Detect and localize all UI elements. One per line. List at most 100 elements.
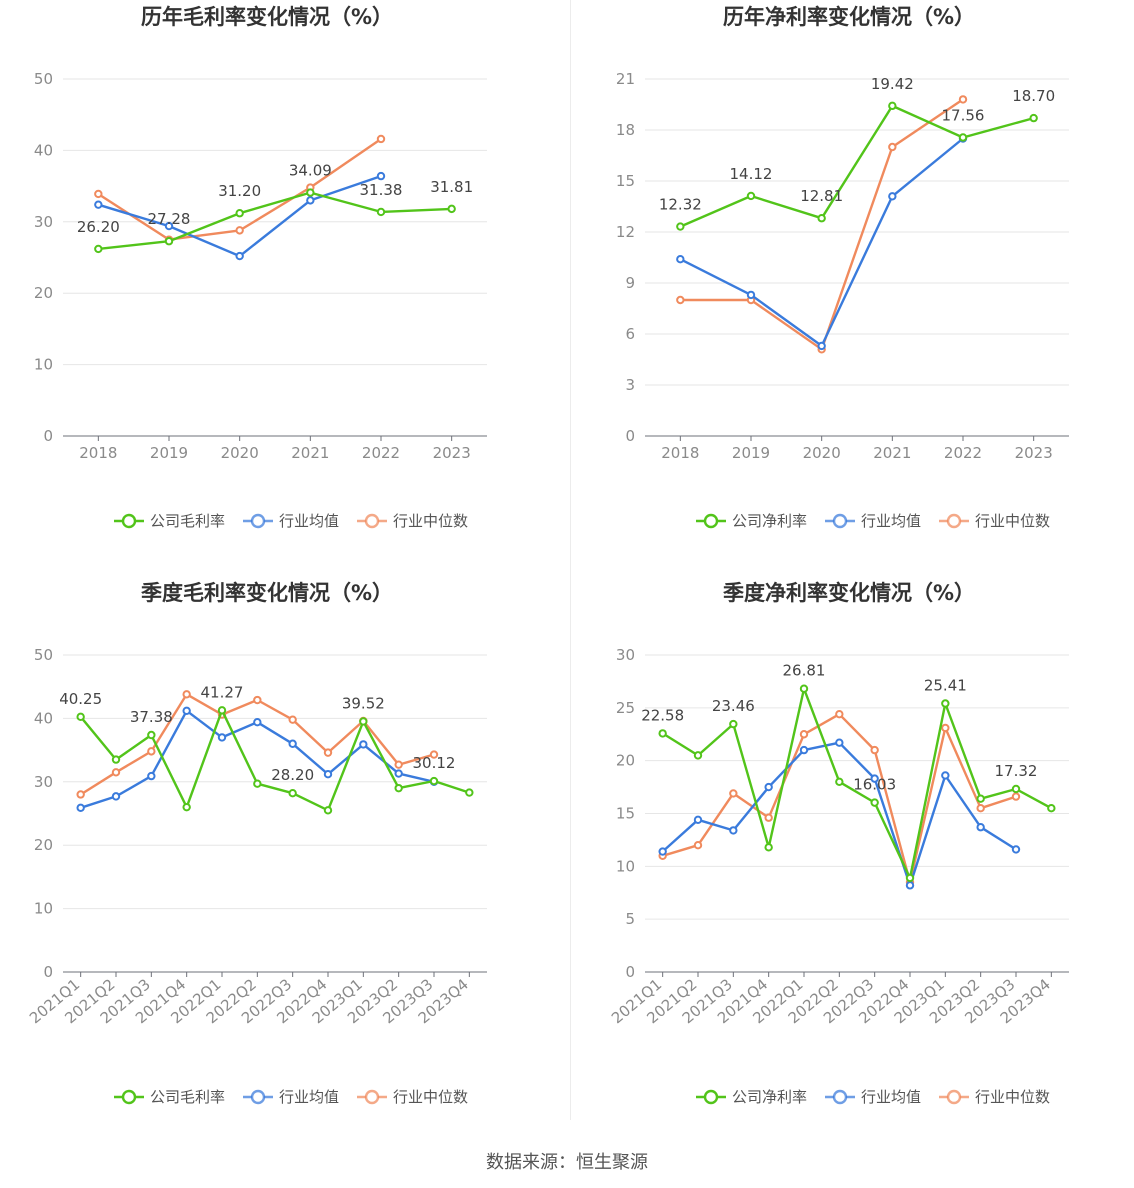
y-tick-label: 21	[616, 70, 635, 88]
data-point	[182, 690, 191, 699]
data-point	[746, 290, 756, 300]
data-point	[306, 196, 315, 205]
legend-marker	[703, 1089, 719, 1105]
x-tick-label: 2020	[221, 444, 259, 462]
legend-label: 公司净利率	[732, 1088, 807, 1106]
data-label: 12.81	[800, 187, 843, 205]
legend-marker	[121, 1089, 137, 1105]
chart-quarterly-gross: 季度毛利率变化情况（%）010203040502021Q12021Q22021Q…	[26, 581, 487, 1106]
data-point	[870, 798, 879, 807]
data-point	[835, 709, 844, 719]
data-point	[1011, 845, 1021, 854]
data-point	[764, 843, 773, 852]
data-point	[976, 823, 985, 832]
legend-label: 行业均值	[861, 1088, 921, 1106]
data-point	[376, 134, 386, 144]
y-tick-label: 5	[625, 910, 635, 928]
data-point	[729, 826, 738, 835]
data-point	[447, 204, 456, 214]
data-point	[288, 789, 297, 798]
data-point	[941, 699, 950, 708]
y-tick-label: 30	[34, 213, 53, 231]
data-point	[729, 719, 738, 729]
data-point	[729, 789, 738, 798]
x-tick-label: 2021	[291, 444, 329, 462]
y-tick-label: 30	[616, 646, 635, 664]
data-label: 14.12	[730, 165, 773, 183]
data-point	[94, 200, 103, 209]
y-tick-label: 50	[34, 646, 53, 664]
chart-title: 历年毛利率变化情况（%）	[141, 5, 393, 29]
data-point	[394, 769, 403, 778]
data-point	[1011, 784, 1021, 794]
y-tick-label: 40	[34, 709, 53, 727]
data-point	[306, 188, 315, 197]
data-point	[111, 792, 121, 801]
x-tick-label: 2022	[362, 444, 400, 462]
data-point	[1047, 804, 1056, 813]
x-tick-label: 2021	[873, 444, 911, 462]
data-point	[835, 738, 844, 747]
y-tick-label: 10	[34, 356, 53, 374]
data-point	[94, 244, 103, 254]
data-point	[111, 755, 121, 764]
y-tick-label: 25	[616, 699, 635, 717]
data-point	[888, 101, 897, 111]
data-label: 16.03	[853, 776, 896, 794]
data-point	[94, 189, 103, 199]
data-point	[147, 747, 156, 756]
data-label: 12.32	[659, 196, 702, 214]
legend-marker	[364, 1089, 380, 1105]
data-point	[1011, 792, 1021, 801]
legend-label: 行业均值	[279, 512, 339, 530]
data-source-footer: 数据来源：恒生聚源	[486, 1152, 648, 1173]
legend-item: 行业中位数	[357, 1088, 468, 1106]
data-label: 17.56	[942, 106, 985, 124]
data-point	[111, 768, 121, 777]
data-label: 23.46	[712, 697, 755, 715]
series-line	[662, 687, 1052, 880]
data-point	[888, 142, 897, 152]
chart-title: 季度毛利率变化情况（%）	[141, 581, 393, 605]
data-point	[394, 783, 403, 793]
chart-title: 历年净利率变化情况（%）	[723, 5, 975, 29]
chart-panel-annual-net: 历年净利率变化情况（%） 0 3 6 9 12 15 18 21 2018 2019 2020 2021…	[582, 0, 1134, 576]
chart-annual-net: 历年净利率变化情况（%） 0 3 6 9 12 15 18 21 2018 2019 2020 2021…	[616, 5, 1069, 530]
data-point	[958, 133, 968, 142]
data-point	[359, 740, 368, 749]
y-tick-label: 15	[616, 172, 635, 190]
data-point	[323, 748, 333, 757]
data-label: 22.58	[641, 706, 684, 724]
data-point	[288, 715, 297, 724]
data-point	[905, 873, 915, 883]
legend-marker	[250, 1089, 266, 1105]
data-point	[676, 255, 685, 264]
data-point	[693, 751, 703, 760]
data-point	[147, 730, 156, 740]
data-point	[817, 341, 826, 351]
data-point	[429, 776, 439, 786]
x-tick-label: 2022	[944, 444, 982, 462]
data-point	[976, 794, 985, 803]
data-label: 26.20	[77, 218, 120, 236]
data-label: 27.28	[148, 210, 191, 228]
y-tick-label: 6	[625, 325, 635, 343]
legend-item: 公司净利率	[696, 1088, 807, 1106]
data-label: 31.81	[430, 178, 473, 196]
x-tick-label: 2020	[803, 444, 841, 462]
x-tick-label: 2023	[1015, 444, 1053, 462]
data-point	[658, 729, 667, 738]
data-point	[323, 769, 333, 779]
data-point	[870, 745, 879, 755]
chart-annual-gross: 历年毛利率变化情况（%） 0 10 20 30 40 50 2018 2019 2020 2021 2…	[34, 5, 487, 530]
x-tick-label: 2018	[661, 444, 699, 462]
y-tick-label: 20	[616, 752, 635, 770]
legend-label: 行业中位数	[975, 1088, 1050, 1106]
data-point	[764, 782, 773, 792]
data-label: 25.41	[924, 677, 967, 695]
data-point	[359, 717, 368, 726]
legend-marker	[364, 513, 380, 529]
legend-item: 公司净利率	[696, 512, 807, 530]
data-point	[217, 706, 227, 715]
series-line	[98, 191, 452, 251]
